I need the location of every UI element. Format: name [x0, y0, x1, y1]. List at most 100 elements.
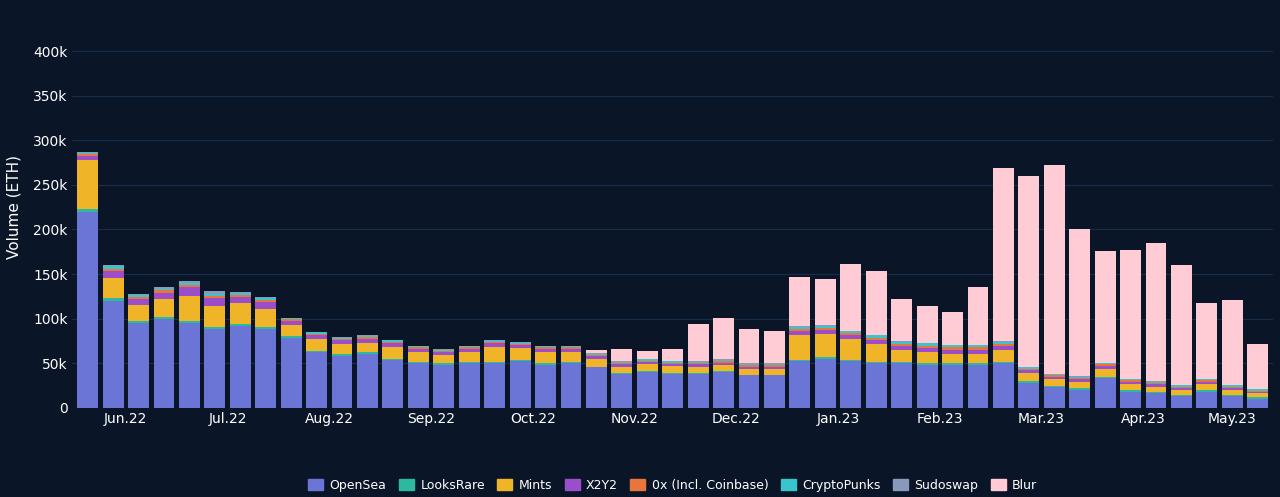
Bar	[205, 306, 225, 328]
Bar	[128, 323, 148, 408]
Bar	[509, 360, 530, 361]
Bar	[637, 372, 658, 408]
Bar	[255, 309, 276, 328]
Bar	[332, 337, 352, 339]
Bar	[280, 320, 302, 321]
Bar	[841, 339, 861, 360]
Bar	[434, 350, 454, 351]
Bar	[230, 326, 251, 408]
Bar	[612, 373, 632, 374]
Bar	[865, 362, 887, 363]
Bar	[255, 329, 276, 408]
Bar	[230, 297, 251, 303]
Bar	[891, 346, 913, 350]
Bar	[739, 365, 759, 367]
Bar	[891, 344, 913, 346]
Bar	[612, 362, 632, 363]
Bar	[662, 364, 684, 366]
Bar	[408, 362, 429, 363]
Bar	[993, 362, 1014, 363]
Bar	[865, 335, 887, 337]
Bar	[509, 361, 530, 408]
Bar	[128, 305, 148, 321]
Bar	[408, 363, 429, 408]
Bar	[230, 324, 251, 326]
Bar	[205, 296, 225, 298]
Bar	[484, 343, 506, 347]
Bar	[1120, 392, 1140, 408]
Bar	[942, 363, 963, 365]
Bar	[357, 336, 378, 337]
Bar	[790, 361, 810, 408]
Bar	[561, 362, 581, 363]
Bar	[408, 349, 429, 352]
Bar	[865, 271, 887, 335]
Bar	[865, 340, 887, 344]
Bar	[434, 351, 454, 352]
Bar	[637, 361, 658, 362]
Bar	[662, 363, 684, 364]
Bar	[357, 342, 378, 352]
Bar	[586, 356, 607, 358]
Bar	[1248, 392, 1268, 393]
Bar	[484, 347, 506, 362]
Bar	[916, 343, 937, 346]
Bar	[1069, 380, 1091, 382]
Bar	[1044, 377, 1065, 379]
Bar	[764, 364, 785, 365]
Bar	[102, 301, 124, 408]
Bar	[687, 364, 709, 367]
Bar	[764, 369, 785, 375]
Bar	[255, 299, 276, 300]
Bar	[332, 344, 352, 354]
Bar	[1019, 381, 1039, 383]
Bar	[739, 369, 759, 375]
Bar	[434, 363, 454, 365]
Bar	[306, 333, 328, 335]
Bar	[865, 337, 887, 340]
Bar	[1171, 387, 1192, 388]
Bar	[739, 367, 759, 369]
Bar	[434, 365, 454, 408]
Bar	[1248, 344, 1268, 389]
Bar	[916, 348, 937, 352]
Bar	[484, 363, 506, 408]
Bar	[1044, 379, 1065, 386]
Bar	[637, 364, 658, 371]
Bar	[662, 361, 684, 363]
Legend: OpenSea, LooksRare, Mints, X2Y2, 0x (Incl. Coinbase), CryptoPunks, Sudoswap, Blu: OpenSea, LooksRare, Mints, X2Y2, 0x (Inc…	[303, 474, 1042, 497]
Bar	[306, 350, 328, 352]
Bar	[1044, 386, 1065, 387]
Bar	[739, 375, 759, 376]
Bar	[916, 365, 937, 408]
Bar	[790, 329, 810, 331]
Bar	[1120, 249, 1140, 379]
Bar	[790, 277, 810, 326]
Bar	[1019, 370, 1039, 373]
Bar	[408, 347, 429, 349]
Bar	[458, 347, 480, 349]
Bar	[637, 351, 658, 359]
Bar	[128, 321, 148, 323]
Bar	[1019, 373, 1039, 381]
Bar	[841, 361, 861, 408]
Bar	[1222, 387, 1243, 388]
Bar	[637, 359, 658, 361]
Bar	[383, 360, 403, 408]
Bar	[1094, 377, 1116, 378]
Bar	[1094, 363, 1116, 364]
Bar	[841, 335, 861, 339]
Bar	[306, 332, 328, 333]
Bar	[561, 347, 581, 349]
Bar	[1171, 388, 1192, 390]
Bar	[968, 350, 988, 354]
Bar	[612, 363, 632, 364]
Bar	[764, 375, 785, 376]
Bar	[1146, 244, 1166, 381]
Bar	[1146, 384, 1166, 387]
Bar	[586, 367, 607, 408]
Bar	[968, 287, 988, 345]
Bar	[687, 373, 709, 374]
Bar	[179, 281, 200, 283]
Bar	[1248, 399, 1268, 408]
